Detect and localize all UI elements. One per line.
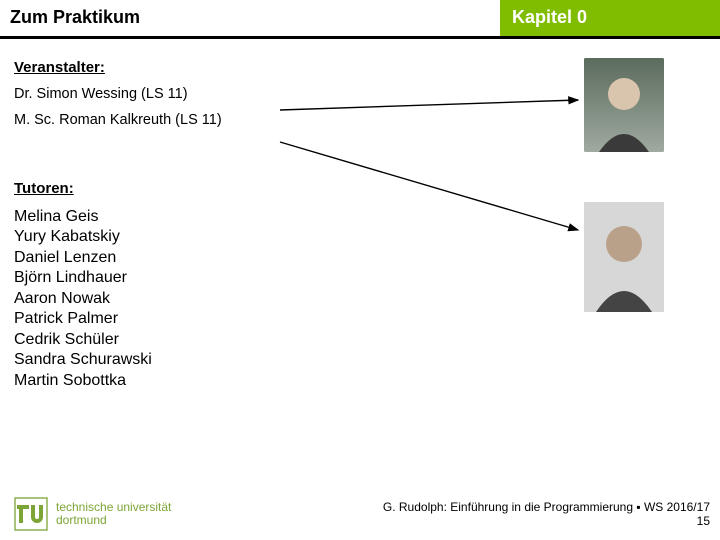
tutor-item: Martin Sobottka — [14, 371, 706, 391]
footer-page: 15 — [383, 514, 710, 528]
photo-top — [584, 58, 664, 152]
footer: technische universität dortmund G. Rudol… — [0, 492, 720, 540]
header-title-left: Zum Praktikum — [0, 0, 500, 36]
footer-right: G. Rudolph: Einführung in die Programmie… — [383, 500, 710, 529]
header-title-right: Kapitel 0 — [500, 0, 720, 36]
photo-bottom — [584, 202, 664, 312]
header: Zum Praktikum Kapitel 0 — [0, 0, 720, 36]
tutors-heading: Tutoren: — [14, 180, 706, 197]
footer-text: G. Rudolph: Einführung in die Programmie… — [383, 500, 710, 514]
logo-text-line2: dortmund — [56, 514, 171, 527]
footer-logo: technische universität dortmund — [14, 497, 171, 531]
tutor-item: Cedrik Schüler — [14, 330, 706, 350]
tutor-item: Sandra Schurawski — [14, 350, 706, 370]
tutor-item: Patrick Palmer — [14, 309, 706, 329]
tu-logo-icon — [14, 497, 48, 531]
